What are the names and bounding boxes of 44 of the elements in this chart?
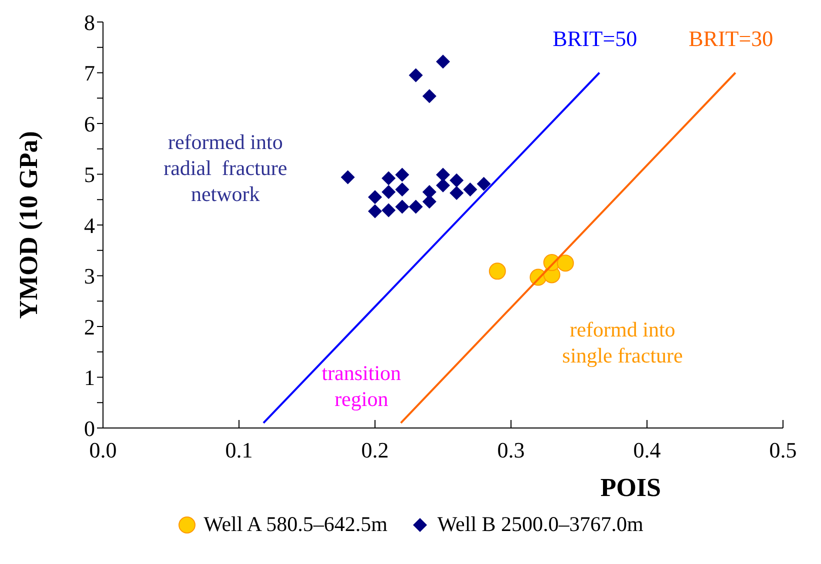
point bbox=[556, 254, 574, 272]
point bbox=[422, 89, 436, 104]
point bbox=[368, 190, 382, 204]
annotation: reformd into single fracture bbox=[562, 318, 683, 368]
y-tick-label: 8 bbox=[84, 10, 95, 35]
legend-label: Well A 580.5–642.5m bbox=[204, 512, 388, 537]
point bbox=[488, 262, 506, 280]
point bbox=[436, 54, 450, 69]
series-label: BRIT=30 bbox=[688, 26, 774, 52]
y-tick-label: 1 bbox=[84, 365, 95, 390]
point bbox=[382, 203, 396, 218]
point bbox=[382, 185, 396, 200]
point bbox=[463, 182, 478, 196]
y-tick-label: 6 bbox=[84, 111, 95, 136]
point bbox=[395, 200, 410, 214]
point bbox=[450, 186, 464, 200]
point bbox=[382, 171, 396, 186]
point bbox=[422, 194, 436, 209]
series-label: BRIT=50 bbox=[552, 26, 638, 52]
y-tick-label: 2 bbox=[84, 314, 95, 340]
y-tick-label: 5 bbox=[84, 162, 95, 188]
point bbox=[408, 68, 423, 82]
annotation: transition region bbox=[322, 360, 402, 411]
x-axis-title: POIS bbox=[600, 473, 661, 502]
y-tick-label: 4 bbox=[84, 212, 95, 238]
y-axis-title: YMOD (10 GPa) bbox=[14, 131, 44, 319]
y-tick-label: 3 bbox=[84, 264, 95, 289]
point bbox=[408, 200, 423, 214]
x-tick-label: 0.5 bbox=[769, 438, 797, 463]
annotation: reformed into radial fracture network bbox=[164, 130, 288, 206]
y-tick-label: 7 bbox=[84, 60, 95, 86]
point bbox=[476, 176, 491, 191]
point bbox=[395, 182, 410, 196]
point bbox=[436, 168, 450, 182]
point bbox=[395, 168, 410, 182]
x-tick-label: 0.2 bbox=[361, 438, 389, 463]
legend-label: Well B 2500.0–3767.0m bbox=[437, 512, 644, 537]
x-tick-label: 0.3 bbox=[497, 438, 525, 463]
point bbox=[340, 170, 355, 184]
point bbox=[368, 204, 382, 218]
x-tick-label: 0.1 bbox=[225, 438, 253, 463]
x-tick-label: 0.4 bbox=[633, 438, 661, 463]
point bbox=[436, 178, 450, 192]
point bbox=[450, 173, 464, 188]
